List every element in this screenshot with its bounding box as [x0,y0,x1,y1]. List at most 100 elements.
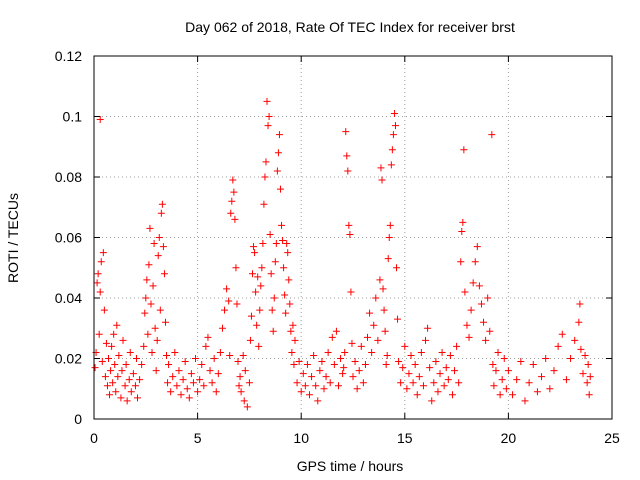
data-point [221,306,229,314]
data-point [255,342,263,350]
data-point [389,131,397,139]
data-point [504,367,512,375]
data-point [287,327,295,335]
data-point [370,321,378,329]
data-point [340,364,348,372]
data-point [417,348,425,356]
data-point [397,379,405,387]
data-point [202,342,210,350]
data-point [289,321,297,329]
data-point [249,270,257,278]
x-tick-label: 25 [604,430,620,446]
data-point [247,312,255,320]
data-point [110,330,118,338]
data-point [496,391,504,399]
data-point [155,234,163,241]
data-point [131,382,139,390]
data-point [546,385,554,393]
data-point [451,367,459,375]
grid [94,56,612,419]
data-point [165,361,173,369]
data-point [208,379,216,387]
data-point [446,351,454,359]
data-point [282,309,290,317]
data-point [96,116,104,124]
data-point [161,318,169,326]
data-point [415,373,423,381]
data-point [351,358,359,366]
data-point [581,351,589,359]
data-point [337,355,345,362]
data-point [458,227,466,235]
data-point [99,249,107,257]
data-point [94,270,102,278]
data-point [413,391,421,399]
data-point [349,373,357,381]
data-point [381,327,389,335]
data-point [164,379,172,387]
data-point [251,249,259,257]
data-point [583,379,591,387]
data-point [93,279,101,287]
data-point [434,388,442,396]
data-point [312,382,320,390]
data-point [267,270,275,278]
data-point [280,264,288,272]
data-point [198,361,206,369]
data-point [187,370,195,378]
data-point [372,294,380,302]
data-point [480,318,488,326]
data-point [254,273,262,281]
data-point [384,255,392,263]
data-point [214,370,222,378]
data-point [234,358,242,366]
data-point [558,330,566,338]
data-point [196,376,204,384]
data-point [148,348,156,356]
data-point [264,122,272,130]
data-point [194,388,202,396]
data-point [112,388,120,396]
data-point [266,230,274,238]
data-point [509,391,517,399]
data-point [346,230,354,238]
data-point [252,288,260,296]
data-point [142,294,150,302]
data-point [152,367,160,375]
data-point [118,367,126,375]
data-point [129,370,137,378]
data-point [177,391,185,399]
data-point [269,327,277,335]
data-point [111,361,119,369]
data-point [107,367,115,375]
data-point [403,385,411,393]
data-point [399,364,407,372]
data-point [260,200,268,208]
data-point [167,388,175,396]
data-point [386,221,394,229]
data-point [305,391,313,399]
data-point [390,109,398,117]
data-point [383,351,391,359]
data-point [328,333,336,341]
data-point [125,376,133,384]
data-point [279,237,287,245]
data-point [153,336,161,344]
chart-title: Day 062 of 2018, Rate Of TEC Index for r… [185,19,515,35]
data-point [576,300,584,308]
data-point [114,373,122,381]
data-point [394,315,402,323]
data-point [288,348,296,356]
data-point [185,394,193,402]
data-point [100,306,108,314]
data-point [345,221,353,229]
data-point [475,282,483,290]
data-point [502,385,510,393]
y-tick-label: 0.06 [55,230,82,246]
data-point [206,367,214,375]
data-point [158,200,166,208]
data-point [489,361,497,369]
data-point [105,355,113,362]
x-tick-label: 20 [501,430,517,446]
data-point [494,348,502,356]
